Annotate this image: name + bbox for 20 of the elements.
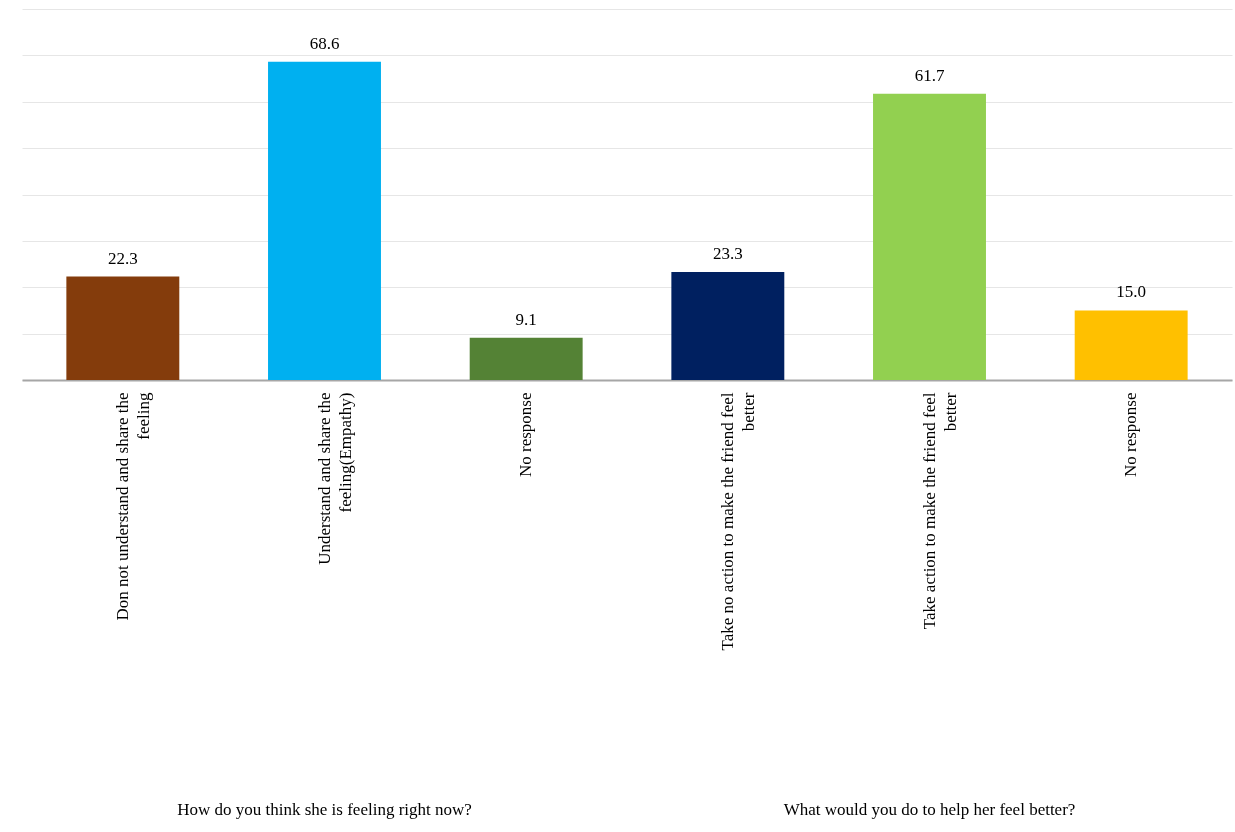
data-label: 9.1 xyxy=(515,309,537,329)
x-tick-label: No response xyxy=(1121,392,1141,478)
text: How do you think she is feeling right now? xyxy=(177,800,472,819)
x-tick-label: Don not understand and share the feeling xyxy=(112,392,153,621)
x-tick-label: No response xyxy=(516,392,536,478)
x-tick-label: Understand and share the feeling(Empathy) xyxy=(314,392,355,565)
text: What would you do to help her feel better? xyxy=(783,800,1076,819)
data-label: 23.3 xyxy=(712,243,743,263)
data-label: 68.6 xyxy=(309,33,340,53)
bar xyxy=(268,61,381,380)
bar xyxy=(66,276,180,380)
x-tick-label: Take action to make the friend feel better xyxy=(919,392,960,630)
bar xyxy=(873,93,986,380)
data-label: 61.7 xyxy=(914,65,945,85)
x-tick-label: Take no action to make the friend feel better xyxy=(717,392,758,651)
bar xyxy=(469,337,583,380)
data-label: 22.3 xyxy=(107,248,138,268)
data-label: 15.0 xyxy=(1116,282,1147,302)
bar xyxy=(1074,310,1188,380)
bar xyxy=(671,271,785,380)
